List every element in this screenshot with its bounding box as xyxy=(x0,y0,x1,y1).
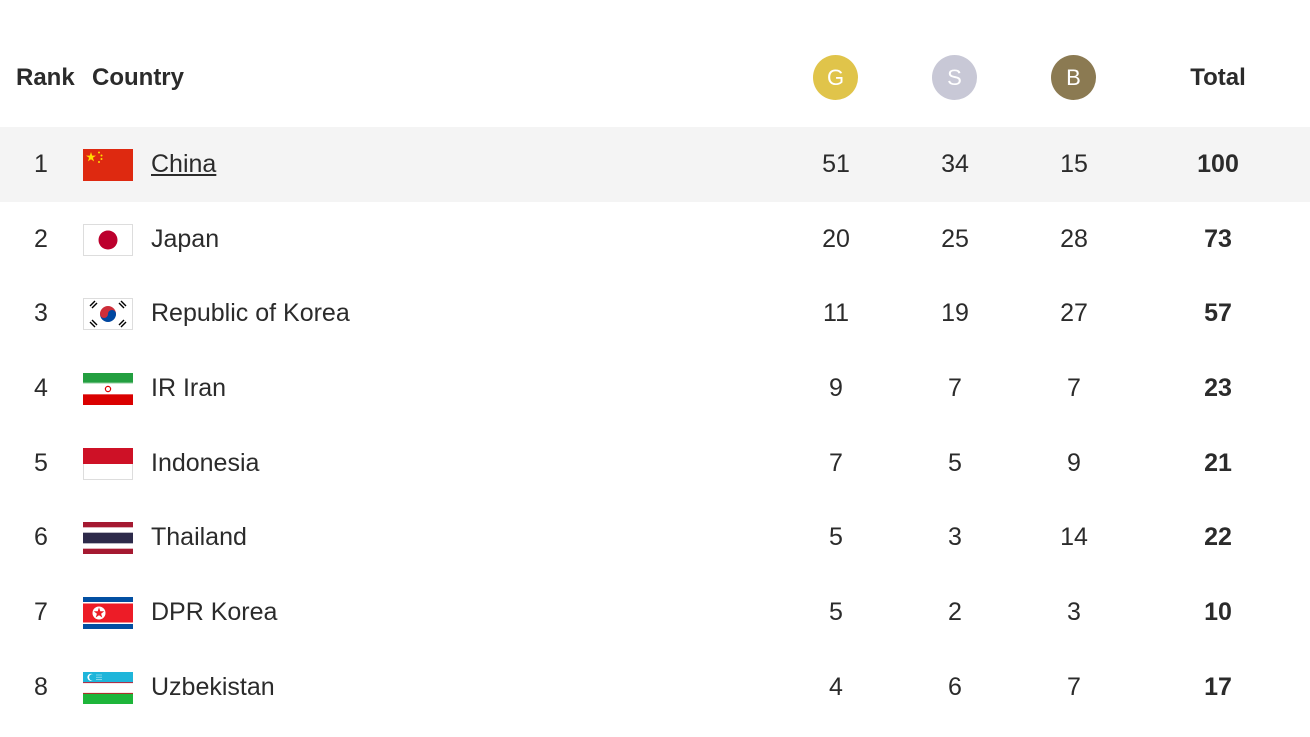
bronze-count: 14 xyxy=(1060,523,1088,552)
rank-cell: 7 xyxy=(34,598,48,627)
rank-cell: 5 xyxy=(34,448,48,477)
country-name[interactable]: Uzbekistan xyxy=(151,672,275,701)
country-name[interactable]: Republic of Korea xyxy=(151,299,350,328)
table-row: 2 Japan 20 25 28 73 xyxy=(0,202,1310,277)
country-name[interactable]: IR Iran xyxy=(151,374,227,403)
table-row: 4 IR Iran 9 7 7 23 xyxy=(0,351,1310,426)
silver-count: 7 xyxy=(948,374,962,403)
gold-count: 7 xyxy=(829,448,843,477)
japan-flag-icon xyxy=(83,223,133,256)
korea-flag-icon xyxy=(83,298,133,331)
total-count: 23 xyxy=(1204,374,1232,403)
gold-count: 4 xyxy=(829,672,843,701)
bronze-count: 15 xyxy=(1060,150,1088,178)
table-row: 1 China 51 34 15 100 xyxy=(0,127,1310,202)
silver-count: 6 xyxy=(948,672,962,701)
bronze-count: 7 xyxy=(1067,672,1081,701)
gold-count: 51 xyxy=(822,150,850,178)
gold-medal-icon[interactable]: G xyxy=(813,55,858,100)
total-count: 73 xyxy=(1204,224,1232,253)
table-header: Rank Country G S B Total xyxy=(0,40,1310,115)
iran-flag-icon xyxy=(83,373,133,406)
gold-count: 20 xyxy=(822,224,850,253)
rank-cell: 3 xyxy=(34,299,48,328)
rank-cell: 6 xyxy=(34,523,48,552)
silver-count: 5 xyxy=(948,448,962,477)
gold-count: 9 xyxy=(829,374,843,403)
table-row: 5 Indonesia 7 5 9 21 xyxy=(0,426,1310,501)
country-name[interactable]: Japan xyxy=(151,224,220,253)
rank-cell: 4 xyxy=(34,374,48,403)
gold-count: 11 xyxy=(823,299,849,328)
country-name[interactable]: Indonesia xyxy=(151,448,260,477)
table-row: 8 Uzbekistan 4 xyxy=(0,650,1310,725)
silver-count: 2 xyxy=(948,598,962,627)
total-count: 100 xyxy=(1197,150,1239,178)
uzbekistan-flag-icon xyxy=(83,671,133,704)
total-column-header[interactable]: Total xyxy=(1190,64,1246,91)
gold-count: 5 xyxy=(829,523,843,552)
total-count: 17 xyxy=(1204,672,1232,701)
table-row: 6 Thailand 5 3 14 22 xyxy=(0,500,1310,575)
total-count: 21 xyxy=(1204,448,1232,477)
bronze-count: 7 xyxy=(1067,374,1081,403)
country-name[interactable]: Thailand xyxy=(151,523,247,552)
thailand-flag-icon xyxy=(83,522,133,555)
total-count: 57 xyxy=(1204,299,1232,328)
table-body: 1 China 51 34 15 100 2 xyxy=(0,127,1310,725)
silver-count: 25 xyxy=(941,224,969,253)
indonesia-flag-icon xyxy=(83,447,133,480)
country-link[interactable]: China xyxy=(151,150,217,178)
total-count: 10 xyxy=(1204,598,1232,627)
table-row: 7 DPR Korea 5 2 3 10 xyxy=(0,575,1310,650)
china-flag-icon xyxy=(83,149,133,181)
gold-count: 5 xyxy=(829,598,843,627)
country-name[interactable]: DPR Korea xyxy=(151,598,278,627)
total-count: 22 xyxy=(1204,523,1232,552)
rank-cell: 1 xyxy=(34,150,48,178)
silver-count: 34 xyxy=(941,150,969,178)
bronze-medal-icon[interactable]: B xyxy=(1051,55,1096,100)
country-column-header[interactable]: Country xyxy=(92,64,184,91)
bronze-count: 27 xyxy=(1060,299,1088,328)
table-row: 3 xyxy=(0,276,1310,351)
rank-column-header[interactable]: Rank xyxy=(16,64,75,91)
bronze-count: 28 xyxy=(1060,224,1088,253)
silver-count: 19 xyxy=(941,299,969,328)
silver-count: 3 xyxy=(948,523,962,552)
bronze-count: 9 xyxy=(1067,448,1081,477)
dpr-korea-flag-icon xyxy=(83,597,133,630)
silver-medal-icon[interactable]: S xyxy=(932,55,977,100)
rank-cell: 8 xyxy=(34,672,48,701)
bronze-count: 3 xyxy=(1067,598,1081,627)
rank-cell: 2 xyxy=(34,224,48,253)
